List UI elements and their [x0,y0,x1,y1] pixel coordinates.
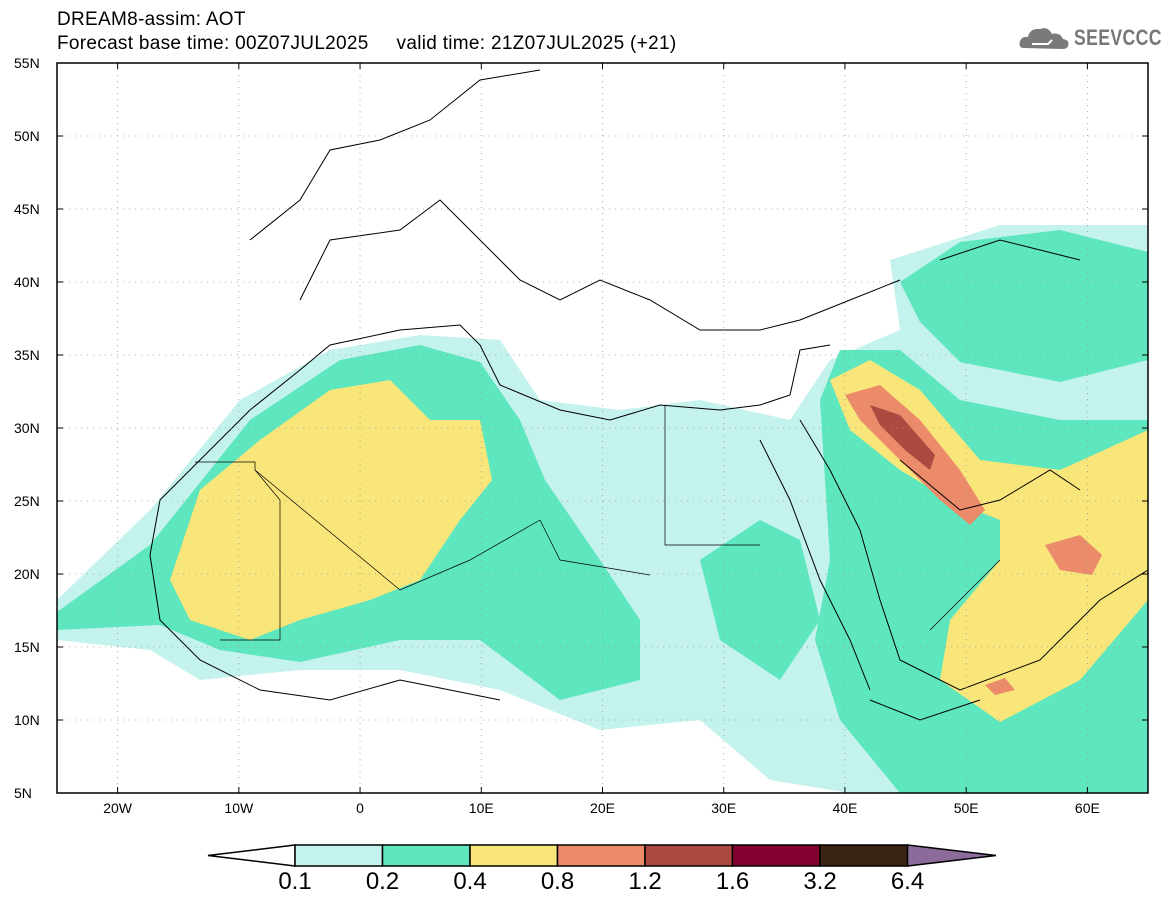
colorbar-label: 3.2 [803,868,837,895]
logo-text: SEEVCCC [1074,25,1162,50]
colorbar-label: 6.4 [890,868,925,895]
aot-level-0.4-west [170,380,492,640]
aot-level-0.8-oman [1045,535,1102,575]
aot-level-0.2-northeast [900,230,1148,382]
aot-level-1.2-iraq [870,405,935,470]
lat-label: 25N [14,493,40,509]
lat-label: 55N [14,55,40,71]
axis-ticks [57,62,1148,794]
aot-level-0.8-yemen [985,678,1015,695]
colorbar-swatch [469,844,559,867]
aot-level-0.2-central [700,520,820,680]
lon-label: 10E [468,800,494,816]
colorbar-swatch [731,844,821,867]
lat-label: 50N [14,128,40,144]
colorbar-label: 0.8 [540,868,575,895]
lat-label: 15N [14,639,40,655]
colorbar-label: 0.1 [278,868,312,895]
colorbar-swatch [819,844,909,867]
lon-label: 10W [224,800,254,816]
lat-label: 45N [14,201,40,217]
colorbar-label: 0.2 [365,868,400,895]
lat-label: 20N [14,566,40,582]
forecast-times: Forecast base time: 00Z07JUL2025 valid t… [57,33,677,54]
lon-label: 0 [356,800,364,816]
lon-label: 20W [103,800,132,816]
colorbar-swatch [381,844,471,867]
borders [195,405,1001,641]
lat-label: 5N [14,785,32,801]
colorbar-swatch [294,844,384,867]
lon-label: 50E [953,800,979,816]
lat-label: 35N [14,347,40,363]
aot-field [57,225,1148,793]
colorbar-swatch [556,844,646,867]
colorbar [207,844,997,867]
cloud-icon [1019,28,1069,49]
lat-label: 10N [14,712,40,728]
lon-label: 40E [832,800,858,816]
map-title: DREAM8-assim: AOT [57,9,246,30]
seevccc-logo: SEEVCCC [1018,24,1165,52]
colorbar-label: 1.6 [715,868,750,895]
lon-label: 20E [590,800,615,816]
coastlines [149,69,1149,721]
colorbar-label: 1.2 [628,868,662,895]
lon-label: 60E [1074,800,1100,816]
colorbar-swatch [644,844,734,867]
lat-label: 40N [14,274,40,290]
colorbar-under-triangle [207,844,296,867]
lat-label: 30N [14,420,40,436]
colorbar-over-triangle [906,844,997,867]
lon-label: 30E [711,800,737,816]
colorbar-label: 0.4 [453,868,487,895]
